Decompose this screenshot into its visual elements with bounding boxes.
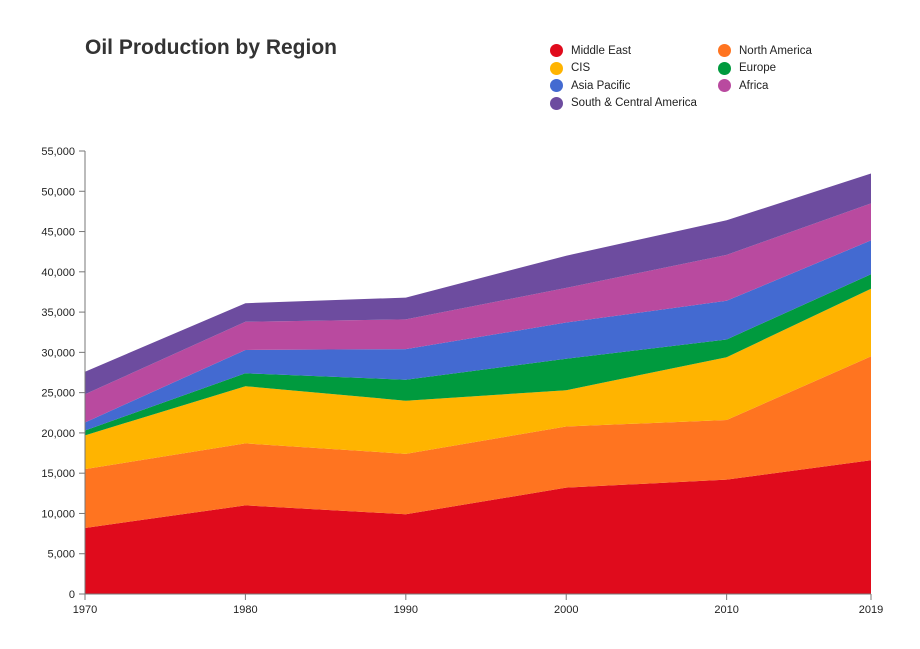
legend-swatch (718, 61, 731, 75)
chart-title: Oil Production by Region (85, 36, 337, 59)
legend-item: Middle East (550, 44, 631, 57)
y-axis: 0 5,000 10,000 15,000 20,000 25,000 30,000 35,0… (41, 146, 86, 601)
area-europe (85, 274, 871, 436)
y-tick-label: 5,000 (47, 549, 75, 561)
y-tick-label: 35,000 (41, 307, 75, 319)
x-tick-label: 2000 (554, 604, 578, 616)
legend-label: Asia Pacific (571, 79, 631, 92)
legend-item: Asia Pacific (550, 79, 630, 92)
y-tick-label: 20,000 (41, 428, 75, 440)
legend-item: CIS (550, 61, 591, 75)
legend-label: CIS (571, 62, 591, 74)
legend-item: North America (718, 44, 812, 57)
y-tick-label: 10,000 (41, 508, 75, 520)
x-tick-label: 2010 (714, 604, 738, 616)
legend-swatch (550, 96, 563, 110)
y-tick-label: 0 (69, 589, 75, 601)
legend-label: Europe (739, 62, 777, 74)
legend-swatch (718, 79, 731, 92)
legend-item: South & Central America (550, 96, 697, 110)
x-tick-label: 1970 (73, 604, 97, 616)
area-north-america (85, 356, 871, 528)
legend-label: North America (739, 44, 812, 57)
legend-label: Middle East (571, 44, 632, 57)
legend-label: Africa (739, 79, 769, 92)
x-axis: 1970 1980 1990 2000 2010 2019 (73, 593, 883, 616)
legend-item: Europe (718, 61, 777, 75)
legend-swatch (550, 79, 563, 92)
y-tick-label: 25,000 (41, 388, 75, 400)
legend-label: South & Central America (571, 97, 697, 109)
y-tick-label: 50,000 (41, 186, 75, 198)
legend-swatch (550, 44, 563, 57)
x-tick-label: 2019 (859, 604, 883, 616)
y-tick-label: 15,000 (41, 468, 75, 480)
y-tick-label: 55,000 (41, 146, 75, 158)
area-series-group (85, 173, 871, 594)
area-africa (85, 203, 871, 423)
area-south-central-america (85, 173, 871, 395)
area-asia-pacific (85, 240, 871, 431)
x-tick-label: 1990 (394, 604, 418, 616)
area-middle-east (85, 460, 871, 594)
y-tick-label: 30,000 (41, 347, 75, 359)
y-tick-label: 40,000 (41, 267, 75, 279)
legend-swatch (550, 61, 563, 75)
legend-item: Africa (718, 79, 768, 92)
x-tick-label: 1980 (233, 604, 257, 616)
legend-swatch (718, 44, 731, 57)
y-tick-label: 45,000 (41, 227, 75, 239)
area-cis (85, 288, 871, 470)
